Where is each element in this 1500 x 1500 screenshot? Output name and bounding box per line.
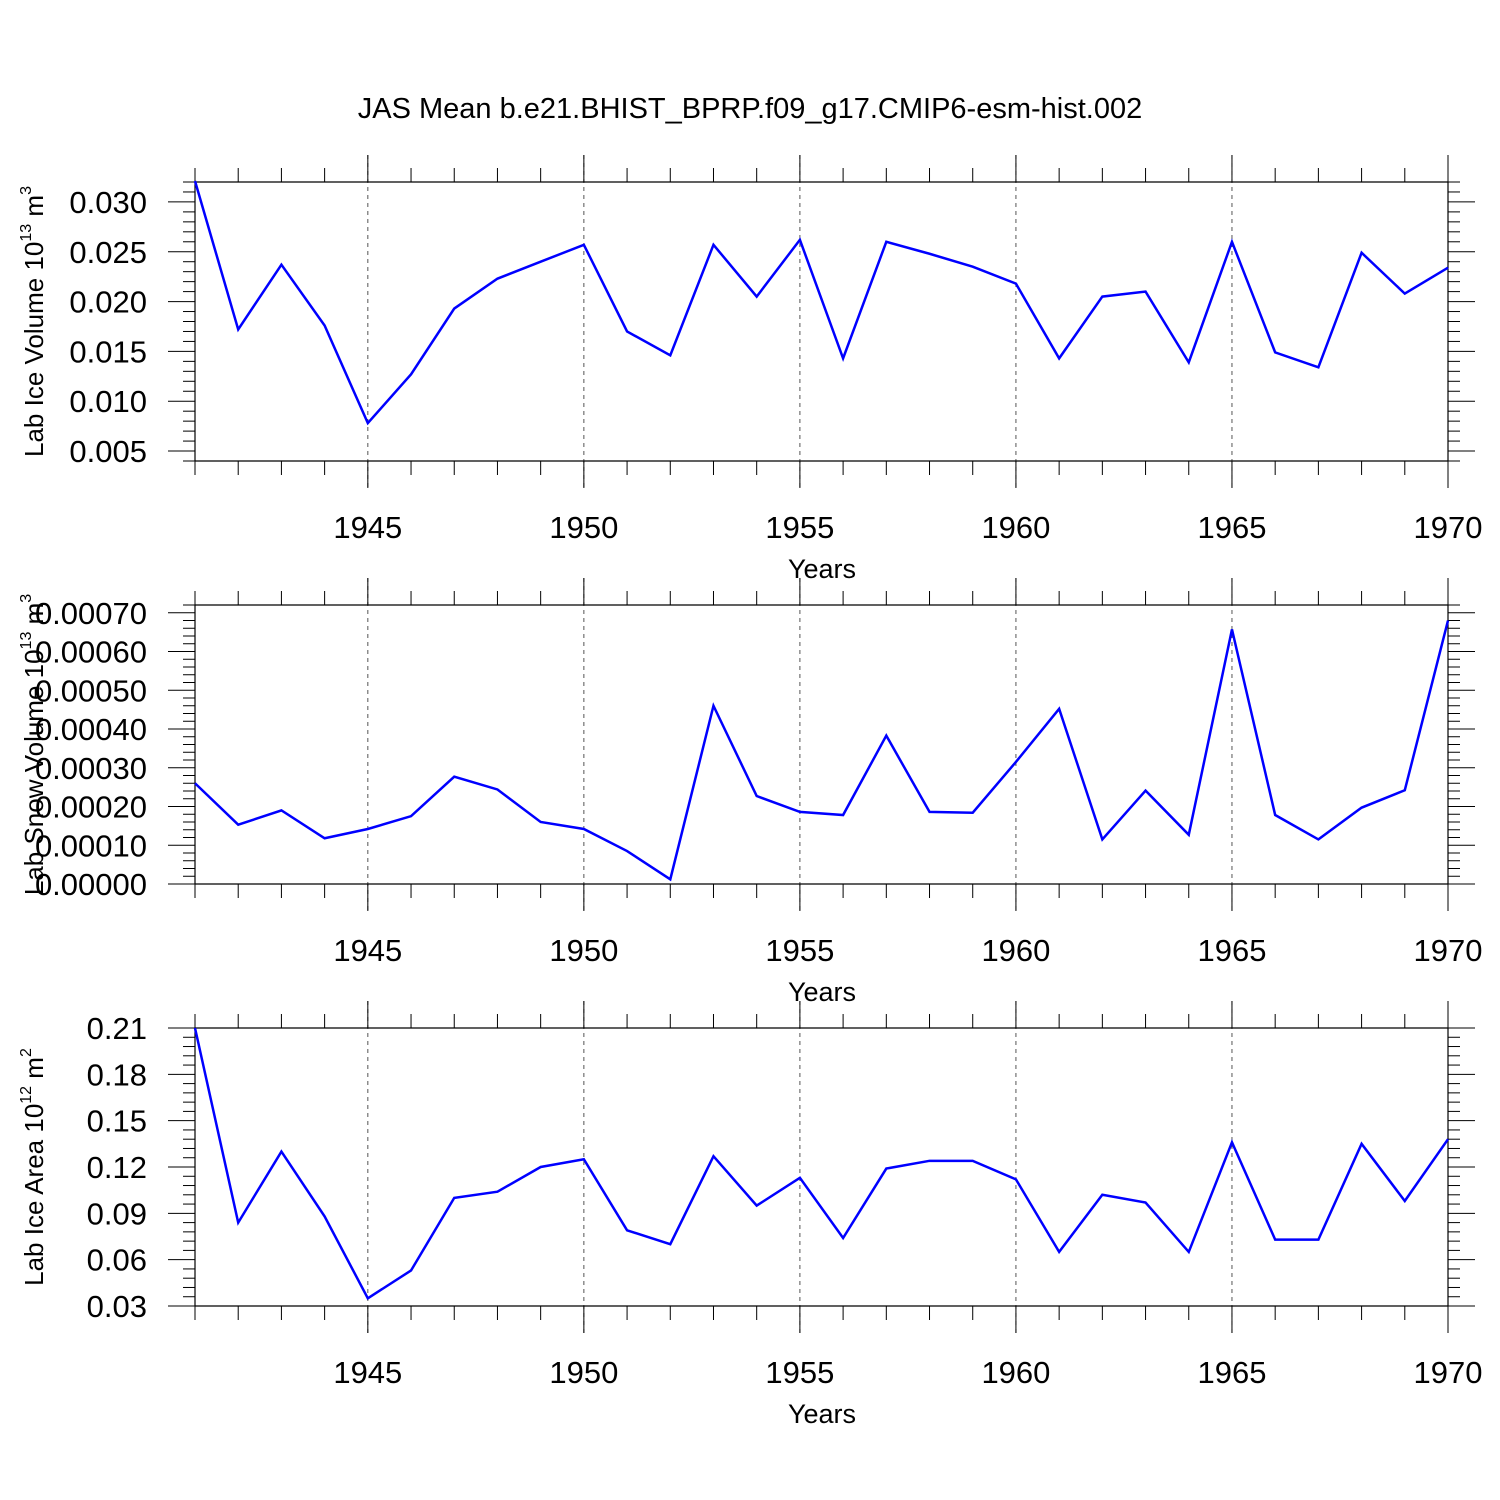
y-axis-label-superscript: 3 [18, 594, 35, 603]
x-tick-label: 1945 [333, 1355, 402, 1390]
y-axis-label-part: Lab Snow Volume 10 [19, 649, 49, 895]
x-tick-label: 1945 [333, 510, 402, 545]
y-axis-label: Lab Ice Volume 1013 m3 [18, 186, 49, 457]
figure-title: JAS Mean b.e21.BHIST_BPRP.f09_g17.CMIP6-… [358, 93, 1142, 125]
panel-1: 0.005 0.010 0.015 0.020 0.025 0.030 1945 1950 19… [18, 155, 1482, 584]
y-tick-label: 0.025 [69, 235, 147, 270]
y-tick-label: 0.03 [87, 1289, 147, 1324]
x-tick-label: 1970 [1414, 933, 1483, 968]
x-tick-label: 1965 [1197, 510, 1266, 545]
x-tick-label: 1960 [981, 933, 1050, 968]
y-tick-label: 0.15 [87, 1104, 147, 1139]
x-tick-label: 1970 [1414, 510, 1483, 545]
y-axis-label-part: Lab Ice Area 10 [19, 1104, 49, 1286]
y-axis-label-part: m [19, 195, 49, 224]
y-tick-label: 0.00020 [35, 790, 147, 825]
y-tick-label: 0.00000 [35, 867, 147, 902]
y-tick-label: 0.010 [69, 384, 147, 419]
y-tick-label: 0.00070 [35, 596, 147, 631]
y-axis-label-part: m [19, 1057, 49, 1086]
x-tick-label: 1950 [549, 1355, 618, 1390]
series-line [193, 1027, 1450, 1301]
y-tick-label: 0.12 [87, 1150, 147, 1185]
series-line [194, 620, 1450, 882]
y-axis-label-superscript: 3 [18, 186, 35, 195]
y-tick-label: 0.18 [87, 1057, 147, 1092]
y-tick-label: 0.015 [69, 334, 147, 369]
x-axis-label: Years [788, 554, 856, 584]
series-line [193, 180, 1449, 426]
y-tick-label: 0.00040 [35, 712, 147, 747]
y-tick-label: 0.00050 [35, 673, 147, 708]
y-tick-label: 0.06 [87, 1243, 147, 1278]
y-tick-label: 0.21 [87, 1011, 147, 1046]
y-axis-label-superscript: 13 [18, 224, 35, 242]
x-tick-label: 1955 [765, 1355, 834, 1390]
x-tick-label: 1960 [981, 1355, 1050, 1390]
y-tick-label: 0.030 [69, 185, 147, 220]
x-axis-label: Years [788, 1399, 856, 1429]
y-tick-label: 0.020 [69, 285, 147, 320]
y-axis-label-superscript: 2 [18, 1048, 35, 1057]
y-axis-label-part: Lab Ice Volume 10 [19, 242, 49, 457]
x-tick-label: 1950 [549, 933, 618, 968]
x-tick-label: 1945 [333, 933, 402, 968]
y-axis-label: Lab Ice Area 1012 m2 [18, 1048, 49, 1286]
y-tick-label: 0.005 [69, 434, 147, 469]
x-axis-label: Years [788, 977, 856, 1007]
y-axis-label-superscript: 12 [18, 1086, 35, 1104]
y-tick-label: 0.00060 [35, 635, 147, 670]
x-tick-label: 1965 [1197, 1355, 1266, 1390]
y-tick-label: 0.09 [87, 1196, 147, 1231]
y-axis-label-part: m [19, 603, 49, 632]
x-tick-label: 1955 [765, 510, 834, 545]
x-tick-label: 1955 [765, 933, 834, 968]
panel-3: 0.03 0.06 0.09 0.12 0.15 0.18 0.21 1945 1950 1955… [18, 1001, 1482, 1429]
y-tick-label: 0.00010 [35, 828, 147, 863]
x-tick-label: 1950 [549, 510, 618, 545]
y-tick-label: 0.00030 [35, 751, 147, 786]
y-axis-label: Lab Snow Volume 1013 m3 [18, 594, 49, 895]
x-tick-label: 1960 [981, 510, 1050, 545]
x-tick-label: 1965 [1197, 933, 1266, 968]
x-tick-label: 1970 [1414, 1355, 1483, 1390]
panels: 0.005 0.010 0.015 0.020 0.025 0.030 1945 1950 19… [18, 155, 1482, 1429]
y-axis-label-superscript: 13 [18, 632, 35, 650]
